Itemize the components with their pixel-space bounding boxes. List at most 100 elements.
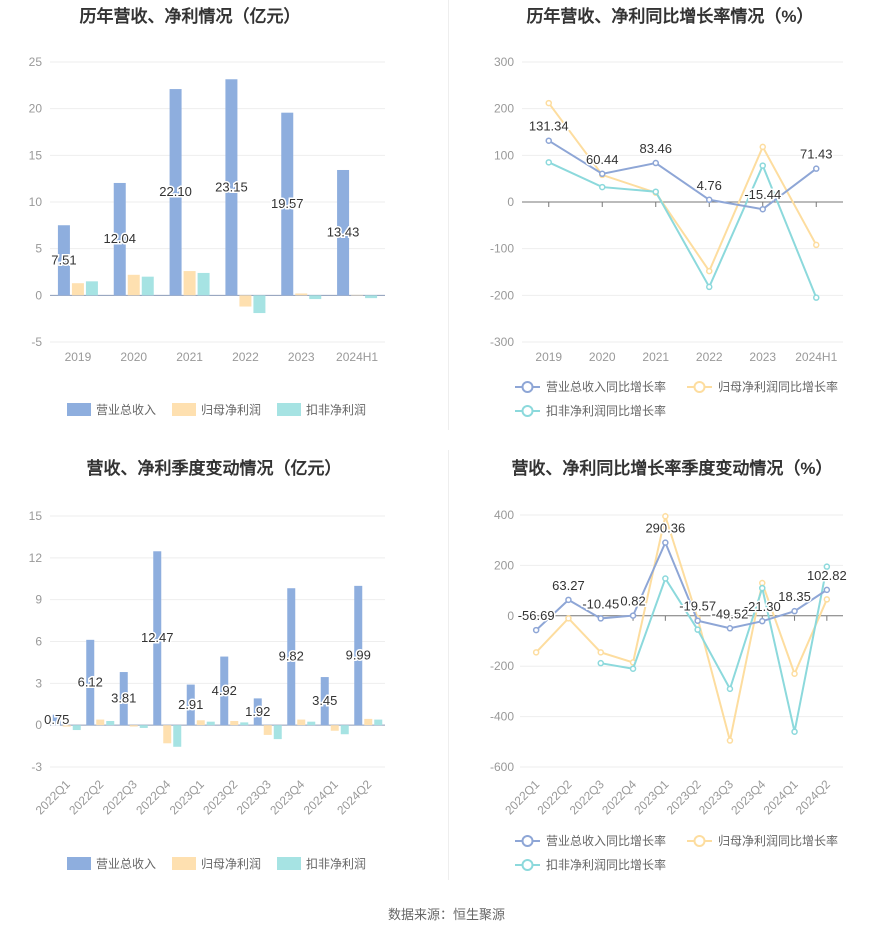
chart-title: 营收、净利季度变动情况（亿元）	[87, 458, 342, 478]
x-tick-label: 2024Q2	[334, 777, 374, 817]
revenue-growth-data-label: -49.52	[712, 606, 749, 621]
deducted-profit-growth-point	[694, 626, 701, 633]
revenue-data-label: 3.45	[312, 693, 337, 708]
y-tick-label: 20	[29, 102, 43, 116]
deducted-profit-bar	[365, 295, 378, 299]
deducted-profit-growth-point	[599, 183, 606, 191]
legend-swatch	[172, 857, 196, 870]
net-profit-bar	[330, 725, 339, 731]
chart-panel-3: 营收、净利季度变动情况（亿元）15129630-32022Q12022Q2202…	[29, 458, 385, 871]
revenue-growth-point	[726, 625, 734, 632]
revenue-growth-point	[532, 626, 540, 634]
revenue-data-label: 9.82	[279, 649, 304, 664]
revenue-bar	[287, 588, 296, 726]
legend-marker	[693, 381, 706, 393]
revenue-growth-data-label: 4.76	[697, 178, 722, 193]
revenue-growth-point	[759, 205, 766, 213]
deducted-profit-growth-point	[791, 728, 798, 735]
y-tick-label: 12	[29, 551, 43, 565]
y-tick-label: 10	[29, 195, 43, 209]
panel-divider	[448, 0, 449, 430]
chart-panel-4: 营收、净利同比增长率季度变动情况（%） 400 200 0 -200 -400 -600 20…	[490, 458, 848, 872]
legend-swatch	[67, 403, 91, 416]
legend-swatch	[67, 857, 91, 870]
legend-marker	[521, 405, 534, 417]
revenue-bar	[169, 89, 182, 296]
y-tick-label: 200	[494, 558, 514, 572]
net-profit-growth-point	[545, 99, 552, 107]
net-profit-bar	[62, 725, 71, 727]
y-tick-label: 0	[507, 195, 514, 209]
y-tick-label: 300	[494, 55, 514, 69]
y-tick-label: 3	[35, 676, 42, 690]
y-tick-label: -3	[31, 760, 42, 774]
revenue-bar	[153, 551, 162, 726]
legend-label: 归母净利润同比增长率	[718, 379, 838, 394]
net-profit-bar	[295, 293, 308, 296]
y-tick-label: 25	[29, 55, 43, 69]
x-tick-label: 2021	[176, 350, 203, 364]
deducted-profit-bar	[253, 295, 266, 314]
revenue-bar	[86, 639, 95, 726]
revenue-growth-data-label: 0.82	[620, 594, 645, 609]
deducted-profit-bar	[72, 725, 81, 731]
legend-label: 扣非净利润同比增长率	[546, 403, 666, 418]
x-tick-label: 2023Q4	[728, 777, 768, 817]
deducted-profit-growth-point	[726, 685, 734, 693]
revenue-bar	[119, 672, 128, 726]
revenue-bar	[320, 677, 329, 726]
y-tick-label: 0	[35, 288, 42, 302]
deducted-profit-bar	[173, 725, 182, 747]
net-profit-growth-point	[759, 579, 766, 587]
revenue-data-label: 23.15	[215, 179, 248, 194]
revenue-growth-point	[706, 196, 713, 204]
y-tick-label: 100	[494, 148, 514, 162]
deducted-profit-growth-point	[629, 665, 637, 672]
revenue-growth-point	[545, 137, 552, 144]
chart-legend: 营业总收入 归母净利润 扣非净利润	[67, 403, 366, 417]
revenue-bar	[253, 698, 262, 726]
chart-legend: 营业总收入 归母净利润 扣非净利润	[67, 857, 366, 871]
deducted-profit-bar	[85, 281, 98, 296]
revenue-bar	[354, 585, 363, 726]
legend-label: 营业总收入同比增长率	[546, 833, 666, 848]
legend-swatch	[172, 403, 196, 416]
revenue-growth-data-label: 131.34	[529, 119, 569, 134]
revenue-growth-data-label: 71.43	[800, 147, 833, 162]
x-tick-label: 2022Q3	[100, 777, 140, 817]
legend-marker	[521, 835, 534, 847]
revenue-data-label: 3.81	[111, 691, 136, 706]
y-tick-label: -400	[490, 710, 514, 724]
legend-marker	[521, 381, 534, 393]
panel-divider	[448, 450, 449, 880]
data-source-note: 数据来源：恒生聚源	[387, 907, 505, 922]
y-tick-label: -5	[31, 335, 42, 349]
x-tick-label: 2023Q2	[664, 777, 704, 817]
deducted-profit-growth-point	[597, 659, 604, 667]
revenue-data-label: 19.57	[271, 196, 304, 211]
x-tick-label: 2024H1	[795, 350, 837, 364]
deducted-profit-growth-point	[652, 188, 659, 195]
revenue-growth-point	[597, 615, 604, 622]
x-tick-label: 2024Q2	[793, 777, 833, 817]
x-tick-label: 2022Q2	[534, 777, 574, 817]
revenue-bar	[186, 684, 195, 726]
x-tick-label: 2023Q3	[234, 777, 274, 817]
revenue-data-label: 12.47	[141, 630, 174, 645]
revenue-data-label: 13.43	[327, 225, 360, 240]
y-tick-label: -200	[490, 659, 514, 673]
revenue-growth-data-label: 63.27	[552, 578, 585, 593]
deducted-profit-bar	[240, 722, 249, 726]
revenue-growth-point	[629, 612, 637, 619]
deducted-profit-growth-point	[823, 563, 831, 570]
net-profit-bar	[263, 725, 272, 735]
revenue-data-label: 7.51	[51, 252, 76, 267]
net-profit-bar	[239, 295, 252, 307]
deducted-profit-bar	[139, 725, 148, 728]
x-tick-label: 2023	[749, 350, 776, 364]
x-tick-label: 2021	[642, 350, 669, 364]
deducted-profit-bar	[309, 295, 322, 300]
revenue-growth-data-label: 102.82	[807, 568, 847, 583]
revenue-growth-data-label: 18.35	[778, 589, 811, 604]
